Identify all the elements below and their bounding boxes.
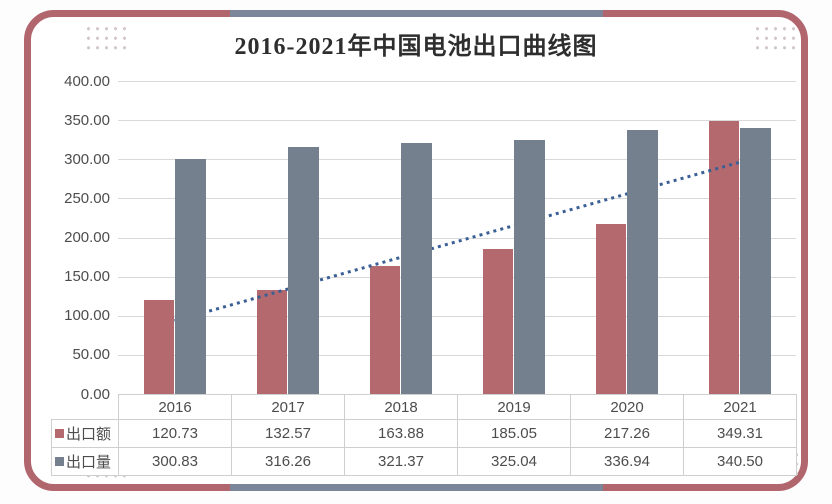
export-volume-bar-2019 [514,139,545,394]
y-tick-label-100: 100.00 [64,307,110,325]
value-cell-2016: 300.83 [118,447,232,476]
x-axis-tick [796,394,797,398]
value-cell-2018: 163.88 [344,419,458,448]
legend-label: 出口额 [66,426,112,443]
export-volume-bar-2018 [401,142,432,394]
legend-inner: 出口额 [52,423,118,444]
export-amount-legend-swatch-icon [55,429,64,438]
year-header-2020: 2020 [570,394,684,420]
export-amount-bar-2017 [256,290,287,394]
export-amount-bar-2018 [369,265,400,394]
y-tick-label-300: 300.00 [64,150,110,168]
value-cell-2021: 340.50 [683,447,797,476]
value-cell-2020: 217.26 [570,419,684,448]
legend-label: 出口量 [66,454,112,471]
export-volume-bar-2016 [175,158,206,394]
export-volume-legend-swatch-icon [55,457,64,466]
y-tick-label-150: 150.00 [64,268,110,286]
table-row: 出口额 120.73 132.57 163.88 185.05 217.26 349.31 [51,419,797,448]
export-amount-bar-2021 [708,120,739,394]
decor-dots-top-right [753,24,801,50]
legend-cell-export-volume: 出口量 [51,447,119,476]
y-tick-label-0: 0.00 [80,385,110,403]
value-cell-2017: 132.57 [231,419,345,448]
value-cell-2021: 349.31 [683,419,797,448]
year-header-2018: 2018 [344,394,458,420]
chart-title: 2016-2021年中国电池出口曲线图 [234,34,598,60]
top-accent-band [230,10,603,17]
year-header-2017: 2017 [231,394,345,420]
value-cell-2019: 185.05 [457,419,571,448]
value-cell-2020: 336.94 [570,447,684,476]
gridline-100 [118,315,796,317]
y-tick-label-200: 200.00 [64,229,110,246]
y-tick-label-250: 250.00 [64,189,110,207]
table-year-row: 2016 2017 2018 2019 2020 2021 [52,394,797,420]
export-volume-bar-2021 [740,127,771,394]
gridline-50 [118,354,796,356]
year-header-2019: 2019 [457,394,571,420]
legend-cell-export-amount: 出口额 [51,419,119,448]
value-cell-2018: 321.37 [344,447,458,476]
export-amount-bar-2020 [595,223,626,394]
export-amount-bar-2016 [143,299,174,394]
gridline-250 [118,198,796,200]
export-volume-bar-2020 [627,130,658,394]
gridline-400 [118,81,796,82]
gridline-150 [118,276,796,278]
gridline-350 [118,120,796,122]
export-volume-bar-2017 [288,146,319,394]
value-cell-2017: 316.26 [231,447,345,476]
y-tick-label-50: 50.00 [72,346,110,364]
data-table: 2016 2017 2018 2019 2020 2021 出口额 120.73 132.57 1… [51,394,797,476]
y-tick-label-400: 400.00 [64,72,110,90]
year-header-2016: 2016 [118,394,232,420]
export-amount-bar-2019 [482,249,513,394]
value-cell-2016: 120.73 [118,419,232,448]
y-tick-label-350: 350.00 [64,111,110,129]
legend-inner: 出口量 [52,451,118,472]
value-cell-2019: 325.04 [457,447,571,476]
year-header-2021: 2021 [683,394,797,420]
table-corner-cell [52,395,119,420]
decor-dots-top-left [84,24,132,50]
gridline-300 [118,159,796,161]
gridline-200 [118,237,796,239]
table-row: 出口量 300.83 316.26 321.37 325.04 336.94 340.50 [51,447,797,476]
bottom-accent-band [230,484,603,491]
